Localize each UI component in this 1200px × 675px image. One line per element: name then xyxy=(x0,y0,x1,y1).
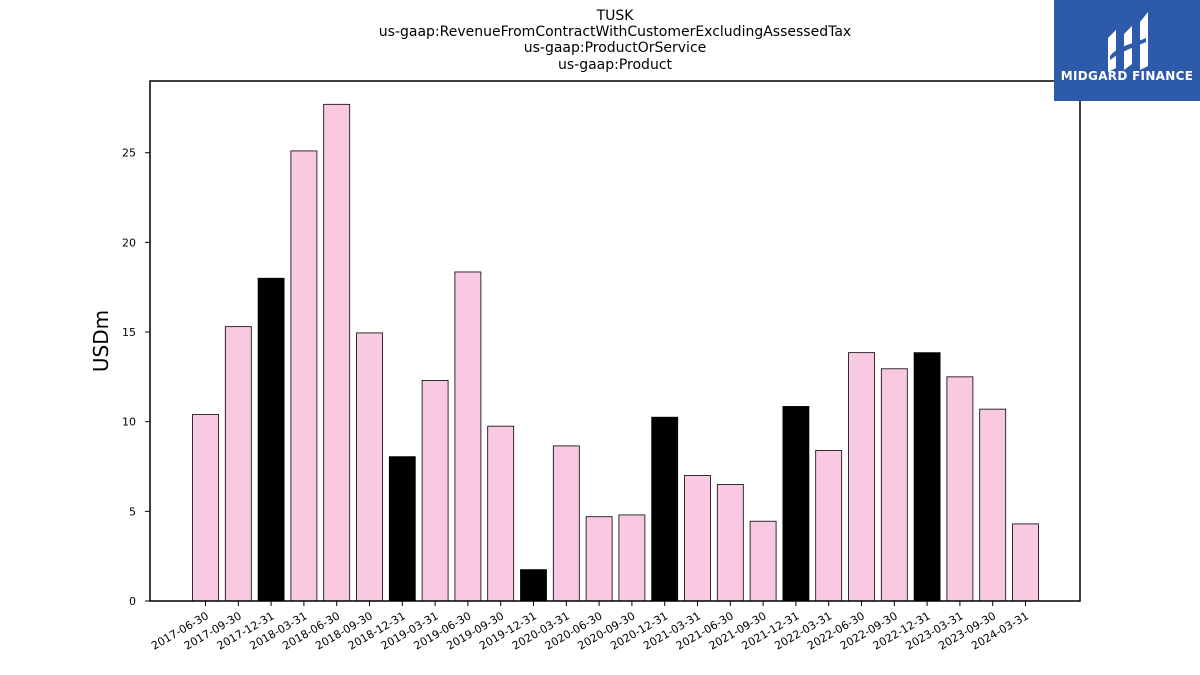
bar xyxy=(946,376,974,602)
logo-text: MIDGARD FINANCE xyxy=(1061,69,1193,83)
bar xyxy=(224,326,252,602)
bar xyxy=(487,425,515,602)
bar xyxy=(618,514,646,602)
bar xyxy=(716,484,744,602)
bar xyxy=(1012,523,1039,602)
plot-frame xyxy=(149,80,1081,602)
bar xyxy=(290,150,318,602)
bar xyxy=(979,408,1007,602)
bar xyxy=(913,352,941,602)
midgard-finance-logo: MIDGARD FINANCE xyxy=(1054,0,1200,101)
y-tick-label: 5 xyxy=(129,505,136,518)
bar xyxy=(520,569,547,602)
y-tick-label: 25 xyxy=(122,147,136,160)
y-tick-label: 10 xyxy=(122,416,136,429)
chart-title: TUSK us-gaap:RevenueFromContractWithCust… xyxy=(379,8,851,73)
chart-title-line: us-gaap:ProductOrService xyxy=(524,40,707,56)
bar xyxy=(684,475,711,602)
x-axis: 2017-06-302017-09-302017-12-312018-03-31… xyxy=(149,601,1031,653)
chart-title-line: us-gaap:Product xyxy=(558,57,673,73)
bar xyxy=(388,456,416,602)
chart-title-line: TUSK xyxy=(596,8,635,24)
y-axis-label: USDm xyxy=(89,310,113,372)
bar xyxy=(421,380,449,602)
bar xyxy=(651,416,679,602)
midgard-logo-icon xyxy=(1108,12,1148,72)
bar xyxy=(815,449,843,602)
bar xyxy=(749,520,777,602)
bar xyxy=(782,406,810,602)
y-tick-label: 0 xyxy=(129,595,136,608)
bar xyxy=(356,332,383,602)
y-tick-label: 20 xyxy=(122,236,136,249)
chart-title-line: us-gaap:RevenueFromContractWithCustomerE… xyxy=(379,24,851,40)
bar xyxy=(552,445,580,602)
bar xyxy=(192,414,219,602)
bar xyxy=(585,516,613,602)
bar-series xyxy=(192,103,1039,602)
bar xyxy=(323,103,351,602)
bar xyxy=(454,271,482,602)
bar xyxy=(848,352,875,602)
y-tick-label: 15 xyxy=(122,326,136,339)
y-axis: 0 5 10 15 20 25 xyxy=(122,147,150,608)
bar xyxy=(880,368,908,602)
bar xyxy=(257,277,285,602)
